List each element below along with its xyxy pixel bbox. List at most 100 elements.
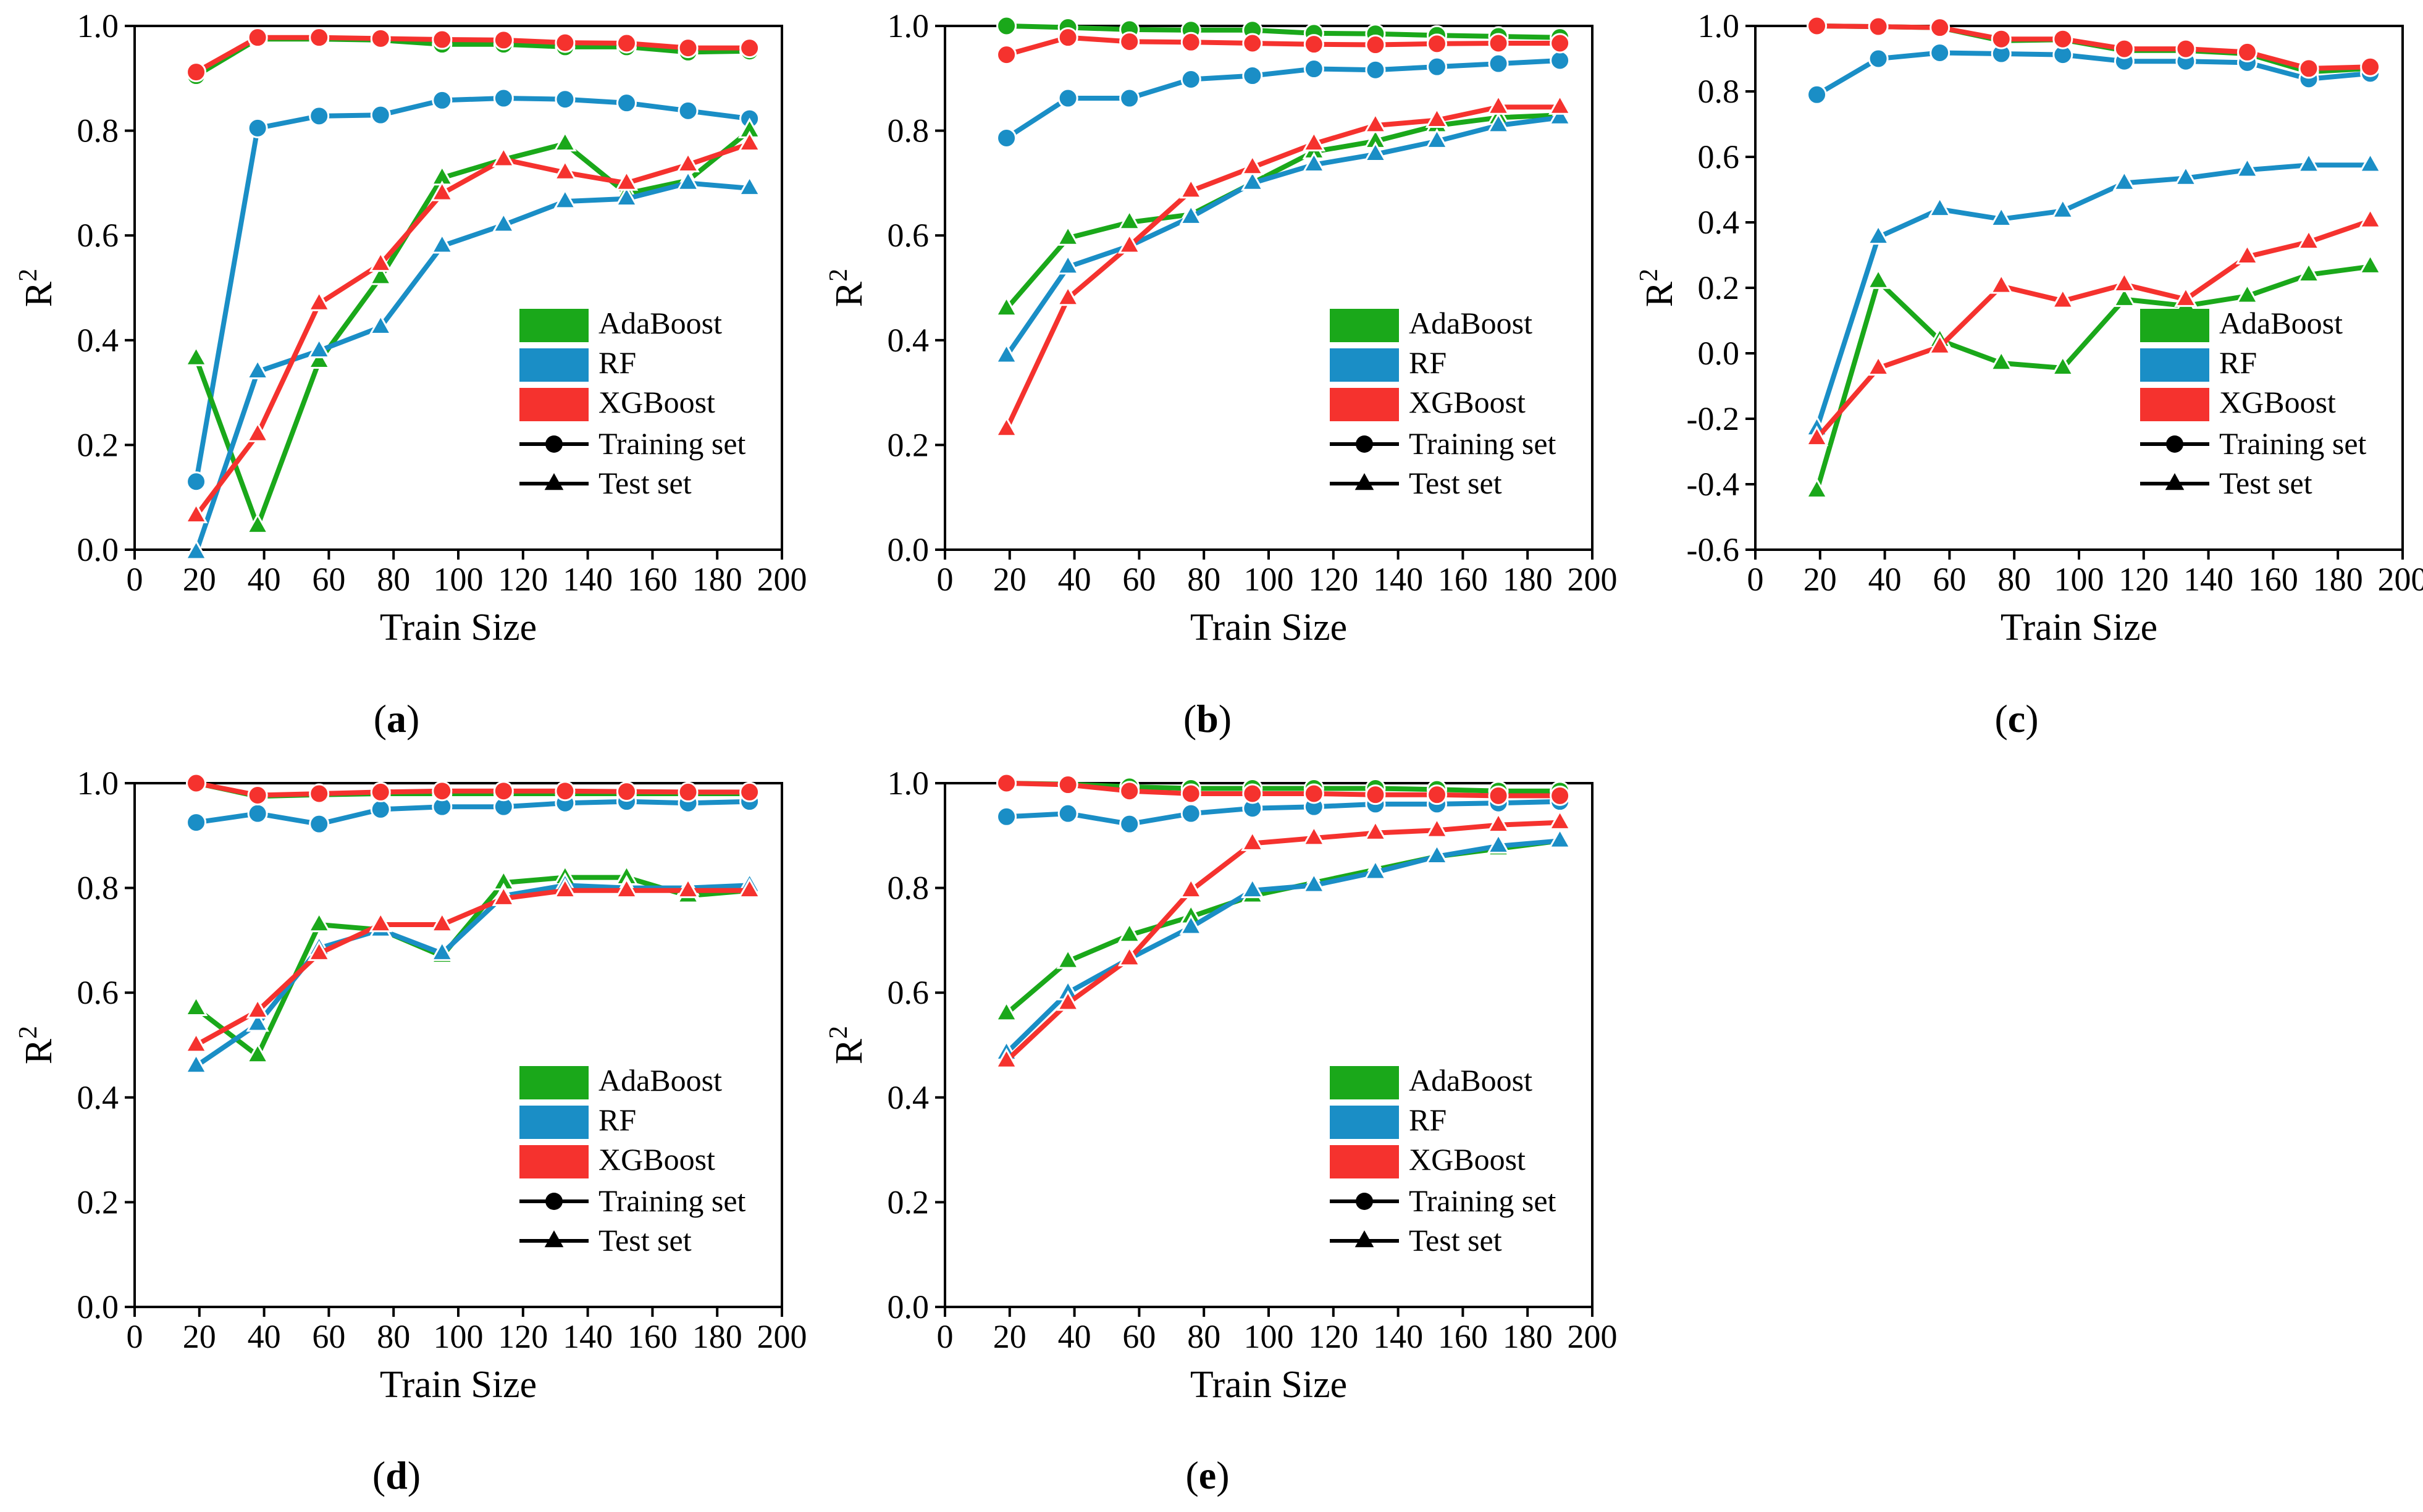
x-tick-label: 120: [1308, 561, 1358, 598]
y-tick-label: 0.0: [888, 531, 930, 568]
y-tick-label: 0.8: [1698, 73, 1740, 110]
x-tick-label: 100: [1244, 561, 1294, 598]
y-tick-label: 0.2: [77, 426, 119, 463]
y-axis-label: R2: [825, 269, 870, 307]
point-xgboost-training: [555, 781, 576, 802]
point-rf-test: [1425, 843, 1449, 865]
legend-swatch-adaboost: [1330, 1066, 1399, 1099]
point-rf-training: [1180, 803, 1201, 824]
point-rf-test: [1241, 170, 1264, 191]
point-rf-training: [309, 106, 330, 127]
x-tick-label: 60: [1933, 561, 1966, 598]
panel-caption-part: ): [408, 1453, 421, 1497]
point-xgboost-test: [2112, 271, 2136, 292]
series-line-xgboost-training: [195, 781, 750, 798]
y-tick-label: 0.4: [888, 322, 930, 359]
point-adaboost-test: [369, 264, 393, 285]
legend-label-xgboost: XGBoost: [1409, 1142, 1526, 1177]
point-xgboost-training: [186, 773, 207, 794]
x-tick-label: 200: [757, 561, 807, 598]
y-tick-label: 0.6: [77, 217, 119, 254]
legend-label-test-set: Test set: [598, 466, 692, 500]
legend-marker-triangle: [544, 1230, 564, 1248]
point-xgboost-test: [676, 877, 700, 899]
panel-caption-part: b: [1196, 697, 1219, 741]
point-rf-test: [615, 185, 639, 207]
point-xgboost-test: [1117, 233, 1141, 254]
x-axis-label: Train Size: [1190, 1364, 1347, 1406]
point-adaboost-test: [553, 130, 577, 152]
point-rf-test: [994, 343, 1018, 364]
point-xgboost-training: [1057, 27, 1078, 48]
point-xgboost-training: [1119, 781, 1140, 802]
series-line-xgboost-test: [1004, 820, 1560, 1063]
x-tick-label: 180: [2313, 561, 2363, 598]
x-tick-label: 120: [498, 561, 548, 598]
point-adaboost-test: [994, 1001, 1018, 1022]
point-xgboost-training: [432, 781, 453, 802]
point-rf-test: [2358, 152, 2382, 173]
legend-label-test-set: Test set: [2219, 466, 2312, 500]
point-xgboost-training: [1550, 785, 1571, 806]
point-xgboost-training: [996, 773, 1017, 794]
panel-caption-part: ): [1219, 697, 1232, 741]
x-tick-label: 0: [127, 1318, 143, 1355]
point-xgboost-training: [247, 785, 268, 806]
x-tick-label: 40: [1058, 561, 1091, 598]
y-axis-label: R2: [14, 269, 60, 307]
point-rf-training: [370, 799, 391, 820]
panel-caption: (a): [374, 697, 420, 741]
point-xgboost-test: [1548, 809, 1572, 830]
point-rf-training: [1119, 88, 1140, 109]
y-tick-label: 0.8: [888, 112, 930, 149]
x-tick-label: 140: [2183, 561, 2233, 598]
series-line-rf-training: [1815, 50, 2371, 97]
point-rf-test: [1487, 112, 1510, 133]
point-rf-training: [1057, 803, 1078, 824]
point-rf-test: [1867, 224, 1890, 245]
point-xgboost-test: [2358, 208, 2382, 229]
point-xgboost-training: [996, 44, 1017, 65]
y-tick-label: -0.4: [1687, 466, 1739, 503]
series-line-xgboost-test: [1815, 218, 2371, 440]
point-adaboost-test: [1867, 268, 1890, 289]
legend-swatch-adaboost: [2140, 309, 2209, 342]
x-tick-label: 160: [628, 561, 678, 598]
point-xgboost-test: [1928, 334, 1952, 355]
point-rf-training: [996, 806, 1017, 827]
point-rf-test: [307, 337, 331, 359]
point-xgboost-training: [1303, 783, 1324, 804]
legend-swatch-rf: [2140, 348, 2209, 382]
point-xgboost-training: [2236, 41, 2257, 62]
y-tick-label: 0.2: [77, 1183, 119, 1220]
legend-swatch-rf: [519, 1106, 589, 1139]
x-tick-label: 140: [1373, 1318, 1423, 1355]
point-rf-training: [186, 812, 207, 833]
point-rf-test: [2112, 170, 2136, 191]
x-tick-label: 100: [434, 1318, 484, 1355]
point-rf-test: [553, 188, 577, 209]
point-adaboost-test: [1117, 922, 1141, 943]
legend-marker-triangle: [544, 473, 564, 490]
y-axis-label: R2: [1635, 269, 1681, 307]
series-line-rf-test: [1004, 838, 1560, 1055]
point-xgboost-training: [616, 781, 637, 802]
x-tick-label: 160: [1438, 1318, 1488, 1355]
point-xgboost-training: [1488, 33, 1509, 54]
point-xgboost-test: [2235, 243, 2259, 264]
legend-marker-circle: [1356, 1193, 1373, 1210]
y-tick-label: 1.0: [888, 7, 930, 44]
y-tick-label: -0.2: [1687, 400, 1739, 437]
panel-caption-part: a: [387, 697, 406, 741]
point-adaboost-test: [2358, 253, 2382, 274]
point-xgboost-test: [737, 877, 762, 899]
point-xgboost-test: [1302, 825, 1326, 846]
point-xgboost-training: [1426, 33, 1447, 54]
series-line-xgboost-training: [1006, 781, 1560, 799]
y-tick-label: 0.6: [77, 974, 119, 1011]
x-tick-label: 40: [248, 1318, 281, 1355]
y-tick-label: 1.0: [1698, 7, 1740, 44]
point-xgboost-test: [1056, 990, 1080, 1011]
point-xgboost-training: [1365, 784, 1386, 805]
point-xgboost-training: [2360, 56, 2381, 77]
